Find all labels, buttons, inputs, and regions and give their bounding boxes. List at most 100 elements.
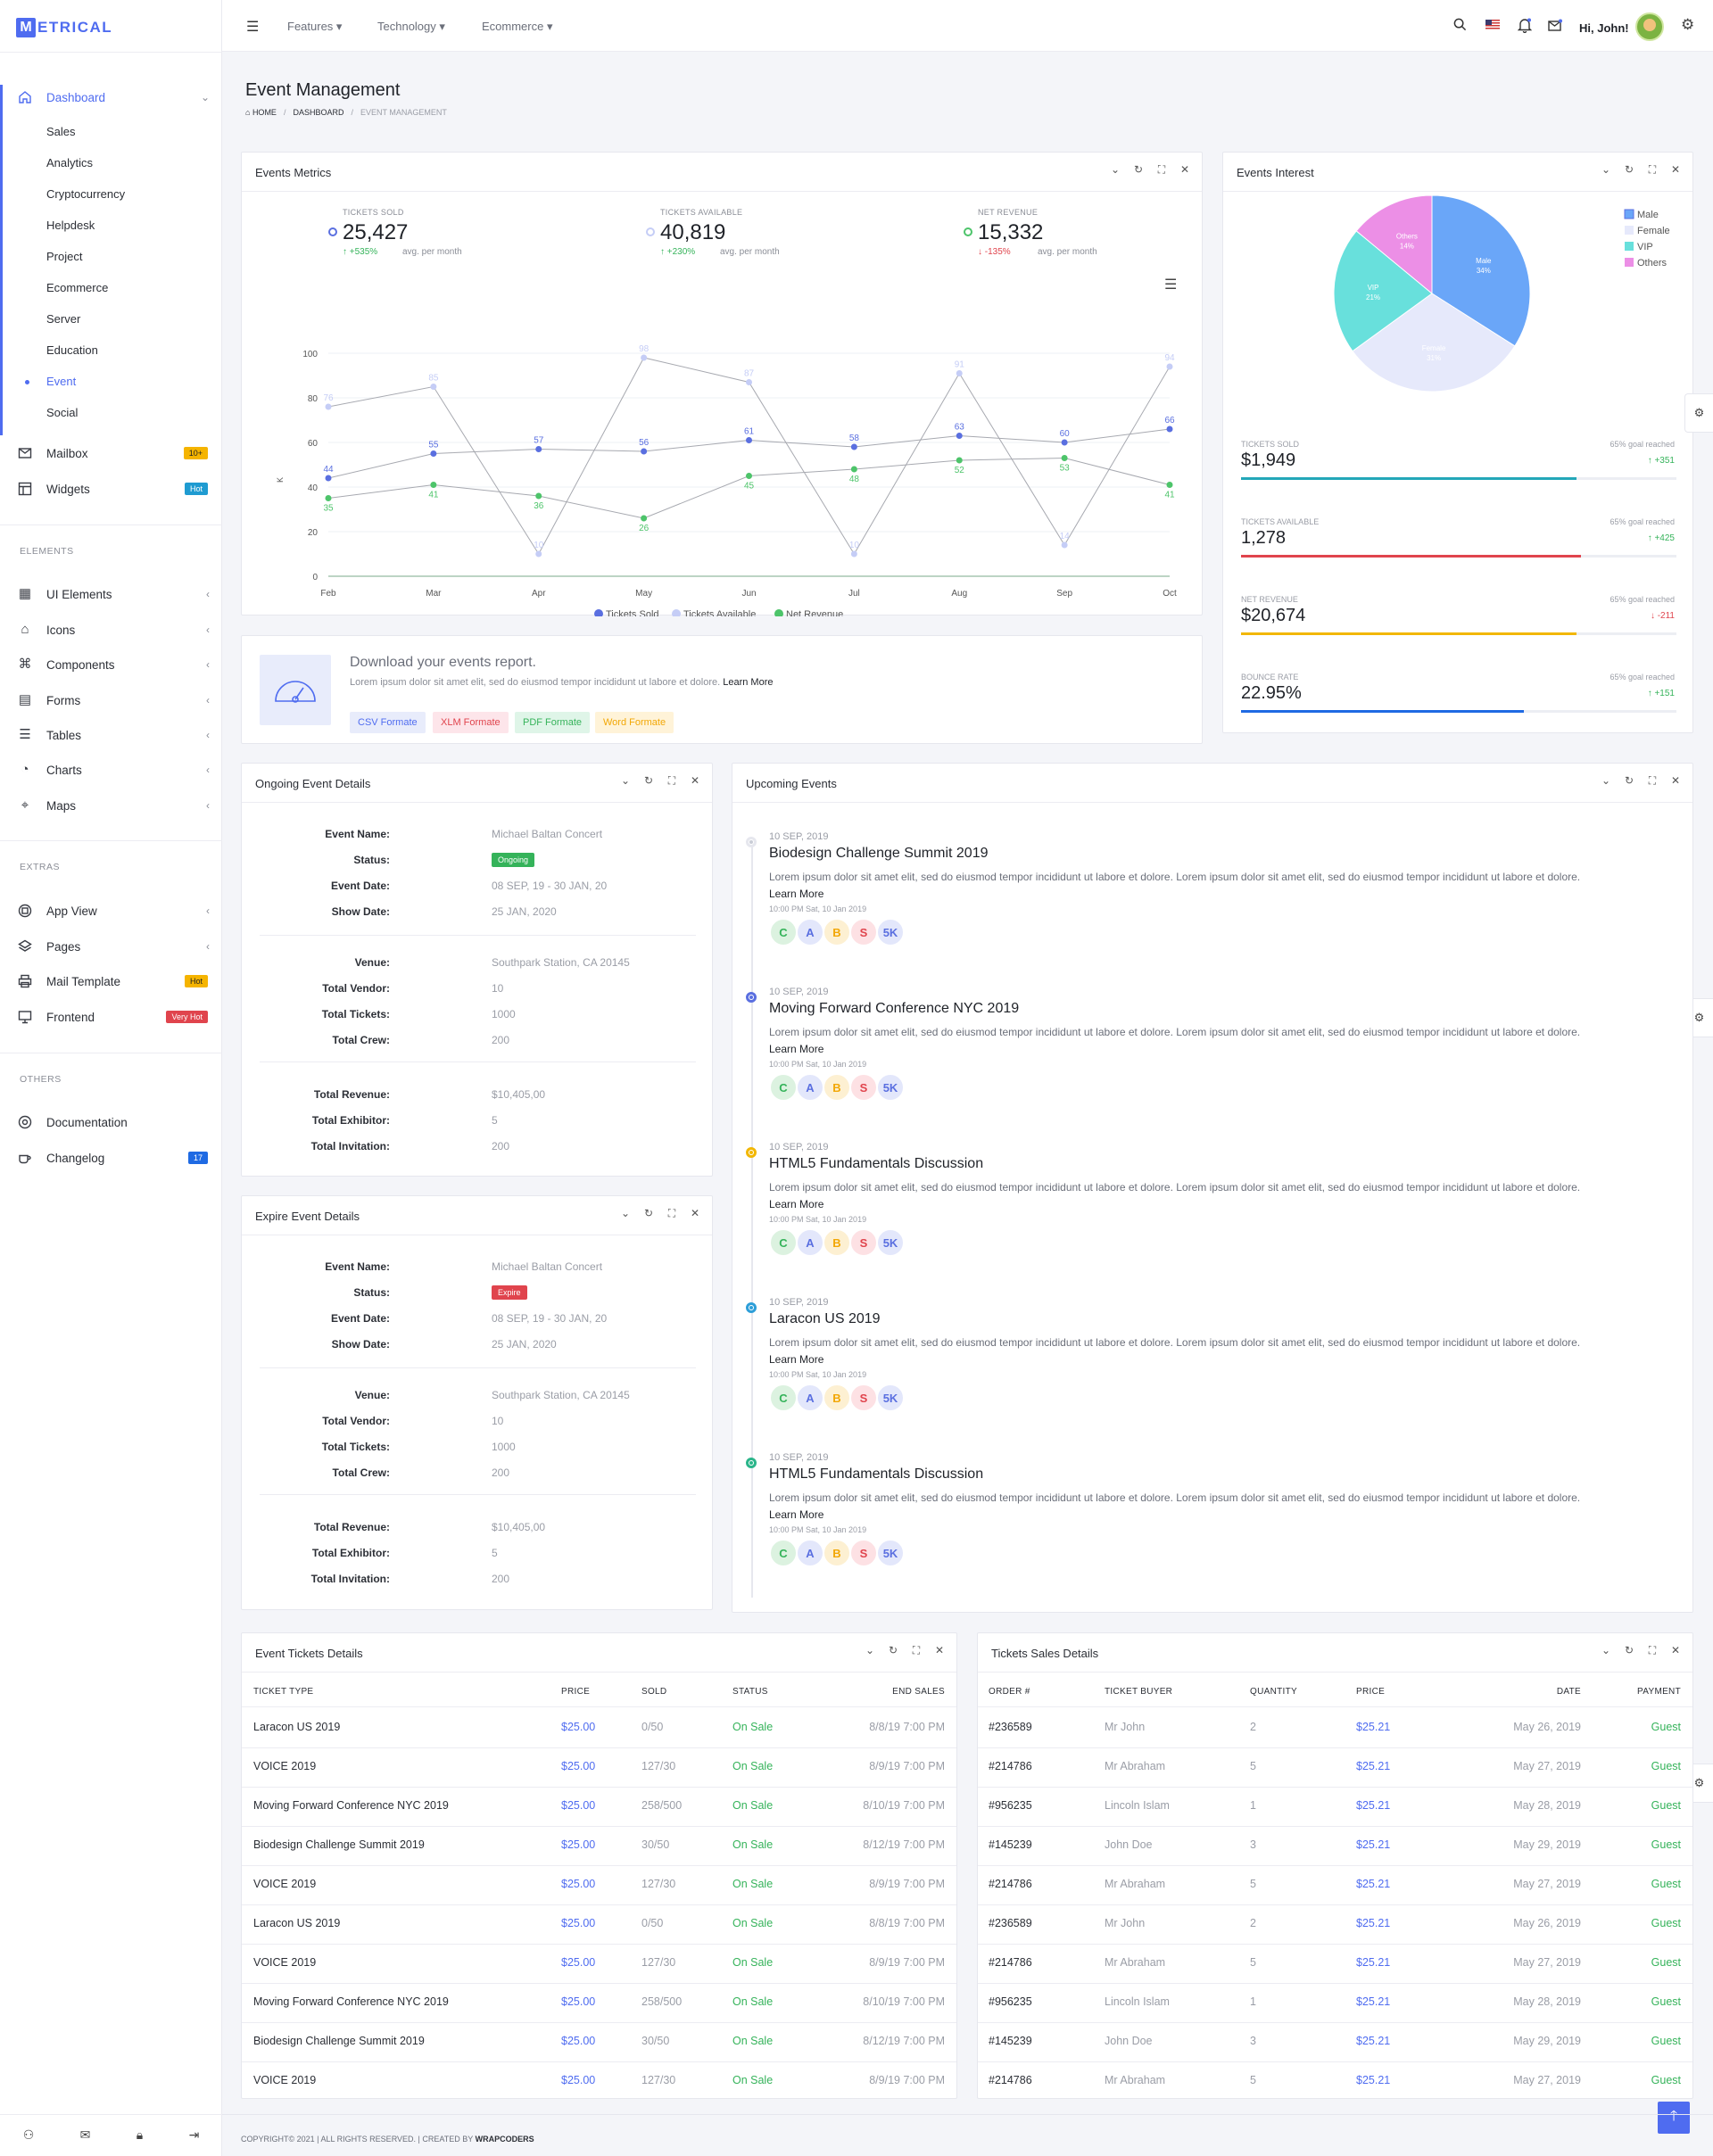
expand-icon[interactable]: ⛶ — [1648, 163, 1657, 176]
sidebar-item-dashboard[interactable]: Dashboard ⌄ — [0, 84, 222, 111]
sidebar-sub-ecommerce[interactable]: Ecommerce — [46, 281, 109, 294]
table-row[interactable] — [978, 1944, 1692, 1983]
attendee-avatar[interactable]: C — [769, 918, 798, 946]
learn-more-link[interactable]: Learn More — [769, 888, 824, 900]
table-row[interactable] — [242, 1865, 956, 1904]
chevron-down-icon[interactable]: ⌄ — [620, 774, 631, 787]
table-row[interactable] — [242, 1983, 956, 2022]
mail-icon[interactable] — [1548, 19, 1562, 32]
avatar[interactable] — [1635, 12, 1664, 41]
data-point[interactable] — [325, 495, 332, 501]
legend-item[interactable]: Female — [1637, 226, 1670, 236]
attendee-avatar[interactable]: A — [796, 1384, 824, 1412]
attendee-avatar[interactable]: C — [769, 1228, 798, 1257]
data-point[interactable] — [641, 448, 648, 455]
event-title[interactable]: Moving Forward Conference NYC 2019 — [769, 1001, 1020, 1016]
expand-icon[interactable]: ⛶ — [1648, 774, 1657, 787]
learn-more-link[interactable]: Learn More — [769, 1508, 824, 1521]
data-point[interactable] — [325, 403, 332, 410]
column-header[interactable]: PAYMENT — [1637, 1687, 1681, 1697]
data-point[interactable] — [535, 446, 542, 452]
logo[interactable]: M ETRICAL — [16, 16, 112, 39]
attendee-avatar[interactable]: 5K — [876, 1539, 905, 1567]
close-icon[interactable]: ✕ — [690, 1207, 700, 1219]
expand-icon[interactable]: ⛶ — [667, 774, 676, 787]
word-button[interactable]: Word Formate — [595, 712, 674, 733]
sidebar-item-documentation[interactable]: Documentation — [0, 1109, 222, 1136]
column-header[interactable]: DATE — [1556, 1687, 1581, 1697]
data-point[interactable] — [746, 437, 752, 443]
expand-icon[interactable]: ⛶ — [1157, 163, 1166, 176]
table-row[interactable] — [978, 1747, 1692, 1787]
chevron-down-icon[interactable]: ⌄ — [1601, 1644, 1611, 1656]
logout-icon[interactable]: ⇥ — [188, 2127, 200, 2142]
learn-more-link[interactable]: Learn More — [769, 1198, 824, 1210]
sidebar-item-frontend[interactable]: Frontend Very Hot — [0, 1004, 222, 1030]
sidebar-sub-analytics[interactable]: Analytics — [46, 156, 94, 169]
table-row[interactable] — [978, 2061, 1692, 2101]
chevron-down-icon[interactable]: ⌄ — [1110, 163, 1121, 176]
data-point[interactable] — [430, 384, 437, 390]
data-point[interactable] — [1061, 455, 1068, 461]
xlm-button[interactable]: XLM Formate — [433, 712, 509, 733]
attendee-avatar[interactable]: S — [849, 1073, 878, 1102]
legend-item[interactable]: VIP — [1637, 242, 1653, 252]
learn-more-link[interactable]: Learn More — [769, 1043, 824, 1055]
attendee-avatar[interactable]: A — [796, 1539, 824, 1567]
attendee-avatar[interactable]: B — [823, 918, 851, 946]
attendee-avatar[interactable]: 5K — [876, 1228, 905, 1257]
data-point[interactable] — [1166, 425, 1173, 433]
column-header[interactable]: STATUS — [732, 1687, 768, 1697]
chart-menu-icon[interactable]: ☰ — [1164, 277, 1178, 293]
sidebar-item-charts[interactable]: ◔ Charts ‹ — [0, 756, 222, 783]
attendee-avatar[interactable]: B — [823, 1384, 851, 1412]
chevron-down-icon[interactable]: ⌄ — [620, 1207, 631, 1219]
crumb-dashboard[interactable]: DASHBOARD — [293, 108, 344, 117]
table-row[interactable] — [978, 1904, 1692, 1944]
sidebar-item-components[interactable]: ⌘ Components ‹ — [0, 651, 222, 678]
mail-icon[interactable]: ✉ — [79, 2127, 91, 2142]
attendee-avatar[interactable]: S — [849, 918, 878, 946]
table-row[interactable] — [242, 1826, 956, 1865]
close-icon[interactable]: ✕ — [1670, 1644, 1681, 1656]
refresh-icon[interactable]: ↻ — [1624, 1644, 1634, 1656]
sidebar-item-tables[interactable]: ☰ Tables ‹ — [0, 722, 222, 748]
data-point[interactable] — [641, 515, 648, 522]
legend-item[interactable]: Male — [1637, 210, 1659, 220]
sidebar-item-maps[interactable]: ⌖ Maps ‹ — [0, 792, 222, 819]
data-point[interactable] — [850, 443, 857, 450]
csv-button[interactable]: CSV Formate — [350, 712, 426, 733]
column-header[interactable]: ORDER # — [989, 1687, 1030, 1697]
table-row[interactable] — [978, 1983, 1692, 2022]
column-header[interactable]: END SALES — [892, 1687, 945, 1697]
sidebar-item-ui-elements[interactable]: ▦ UI Elements ‹ — [0, 581, 222, 607]
close-icon[interactable]: ✕ — [1670, 774, 1681, 787]
lock-icon[interactable]: 🔒︎ — [136, 2127, 144, 2142]
sidebar-sub-server[interactable]: Server — [46, 312, 81, 326]
data-point[interactable] — [535, 550, 542, 558]
data-point[interactable] — [746, 473, 752, 479]
close-icon[interactable]: ✕ — [690, 774, 700, 787]
crumb-home[interactable]: ⌂ HOME — [245, 108, 277, 117]
table-row[interactable] — [242, 1944, 956, 1983]
attendee-avatar[interactable]: B — [823, 1539, 851, 1567]
sidebar-item-app-view[interactable]: App View ‹ — [0, 897, 222, 924]
attendee-avatar[interactable]: S — [849, 1539, 878, 1567]
column-header[interactable]: PRICE — [1356, 1687, 1386, 1697]
sidebar-sub-social[interactable]: Social — [46, 406, 79, 419]
attendee-avatar[interactable]: C — [769, 1073, 798, 1102]
flag-us-icon[interactable] — [1485, 20, 1500, 29]
table-row[interactable] — [242, 2061, 956, 2101]
data-point[interactable] — [746, 379, 752, 385]
data-point[interactable] — [1166, 363, 1173, 370]
refresh-icon[interactable]: ↻ — [1624, 774, 1634, 787]
legend-item[interactable]: Tickets Available — [683, 609, 756, 616]
sidebar-sub-cryptocurrency[interactable]: Cryptocurrency — [46, 187, 126, 201]
sidebar-item-widgets[interactable]: Widgets Hot — [0, 475, 222, 502]
data-point[interactable] — [850, 466, 857, 473]
pie-slice-vip[interactable] — [1333, 230, 1433, 352]
data-point[interactable] — [325, 475, 332, 482]
column-header[interactable]: TICKET BUYER — [1105, 1687, 1173, 1697]
table-row[interactable] — [978, 2022, 1692, 2061]
attendee-avatar[interactable]: B — [823, 1228, 851, 1257]
